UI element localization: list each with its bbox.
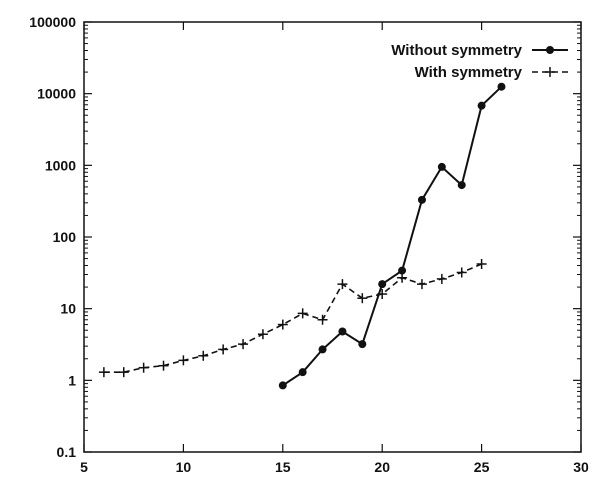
plot-area-frame (83, 21, 582, 453)
data-point (397, 272, 408, 283)
x-tick-labels: 5 10 15 20 25 30 (80, 459, 589, 475)
axis-ticks-group (83, 21, 582, 453)
y-tick-label: 100 (53, 229, 77, 245)
data-point (476, 259, 487, 270)
data-point (297, 308, 308, 319)
data-point (98, 367, 109, 378)
series-layer (98, 82, 506, 390)
legend: Without symmetry With symmetry (391, 42, 568, 81)
data-point (378, 280, 387, 289)
x-tick-label: 20 (374, 459, 390, 475)
data-point (358, 340, 367, 349)
data-point (377, 289, 388, 300)
data-point (138, 362, 149, 373)
data-point (218, 344, 229, 355)
x-tick-label: 25 (474, 459, 490, 475)
y-tick-label: 0.1 (57, 444, 77, 460)
x-tick-label: 15 (275, 459, 291, 475)
data-point (417, 195, 426, 204)
series-line (103, 263, 482, 374)
y-tick-label: 100000 (29, 14, 76, 30)
data-point (457, 181, 466, 190)
series-with-symmetry (98, 259, 487, 378)
x-tick-label: 10 (176, 459, 192, 475)
data-point (178, 355, 189, 366)
x-tick-label: 30 (573, 459, 589, 475)
y-tick-label: 1000 (45, 157, 76, 173)
data-point (456, 267, 467, 278)
data-point (278, 381, 287, 390)
data-point (158, 360, 169, 371)
data-point (477, 101, 486, 110)
series-line (282, 85, 503, 387)
x-tick-label: 5 (80, 459, 88, 475)
data-point (238, 339, 249, 350)
y-tick-label: 10 (60, 301, 76, 317)
legend-label: With symmetry (415, 64, 523, 81)
y-tick-labels: 0.1 1 10 100 1000 10000 100000 (29, 14, 76, 460)
data-point (317, 314, 328, 325)
data-point (497, 82, 506, 91)
data-point (398, 266, 407, 275)
data-point (337, 279, 348, 290)
data-point (437, 162, 446, 171)
y-tick-label: 1 (68, 372, 76, 388)
series-without-symmetry (278, 82, 506, 390)
legend-marker (546, 46, 554, 54)
legend-label: Without symmetry (391, 42, 522, 59)
y-tick-label: 10000 (37, 86, 76, 102)
data-point (118, 367, 129, 378)
data-point (416, 279, 427, 290)
data-point (257, 329, 268, 340)
data-point (338, 327, 347, 336)
data-point (198, 350, 209, 361)
legend-marker (545, 67, 555, 77)
data-point (277, 319, 288, 330)
data-point (357, 293, 368, 304)
data-point (318, 345, 327, 354)
data-point (436, 273, 447, 284)
data-point (298, 368, 307, 377)
